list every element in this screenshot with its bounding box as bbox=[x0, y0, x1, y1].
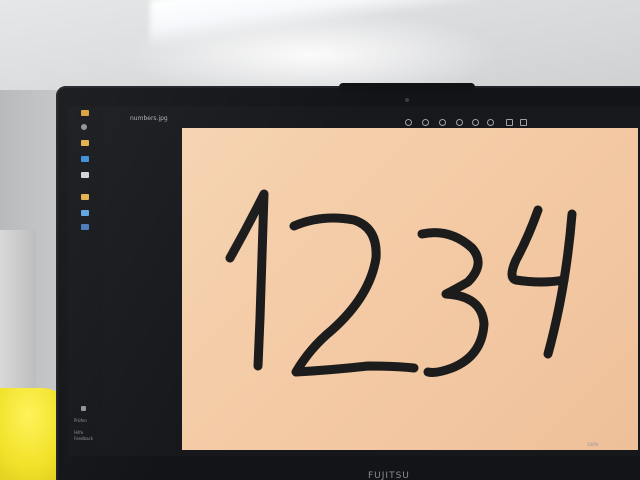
settings-icon[interactable] bbox=[81, 210, 89, 216]
digit-1 bbox=[225, 189, 269, 371]
digit-4 bbox=[507, 205, 569, 287]
crop-icon[interactable] bbox=[422, 119, 429, 126]
edit-icon[interactable] bbox=[439, 119, 446, 126]
zoom-level[interactable]: 100% bbox=[587, 442, 599, 447]
share-icon[interactable] bbox=[506, 119, 513, 126]
sidebar-label-feedback[interactable]: Feedback bbox=[74, 436, 94, 441]
people-icon[interactable] bbox=[81, 172, 89, 178]
pictures-icon[interactable] bbox=[81, 156, 89, 162]
laptop: Prüfen Hilfe Feedback numbers.jpg bbox=[56, 83, 640, 480]
viewer-sidebar: Prüfen Hilfe Feedback bbox=[68, 106, 102, 456]
sidebar-label-help[interactable]: Hilfe bbox=[74, 430, 84, 435]
digit-2 bbox=[289, 213, 419, 377]
digit-4-stem bbox=[543, 209, 577, 359]
cloud-icon[interactable] bbox=[81, 194, 89, 200]
laptop-brand-logo: FUJITSU bbox=[368, 471, 410, 480]
delete-icon[interactable] bbox=[487, 119, 494, 126]
pillar bbox=[0, 230, 36, 400]
sidebar-extra-icon[interactable] bbox=[81, 224, 89, 230]
file-name-title: numbers.jpg bbox=[130, 115, 168, 122]
webcam-icon bbox=[405, 98, 409, 102]
digit-3 bbox=[417, 228, 489, 377]
handwritten-number-drawing bbox=[225, 189, 577, 377]
webcam-housing bbox=[339, 83, 475, 91]
info-icon[interactable] bbox=[472, 119, 479, 126]
more-icon[interactable] bbox=[520, 119, 527, 126]
search-icon[interactable] bbox=[81, 124, 87, 130]
sidebar-small-icon[interactable] bbox=[81, 406, 86, 411]
folder-icon[interactable] bbox=[81, 140, 89, 146]
home-icon[interactable] bbox=[81, 110, 89, 116]
laptop-screen: Prüfen Hilfe Feedback numbers.jpg bbox=[68, 106, 640, 456]
favorite-icon[interactable] bbox=[456, 119, 463, 126]
image-canvas bbox=[182, 128, 638, 450]
sidebar-label-check[interactable]: Prüfen bbox=[74, 418, 87, 423]
rotate-icon[interactable] bbox=[405, 119, 412, 126]
